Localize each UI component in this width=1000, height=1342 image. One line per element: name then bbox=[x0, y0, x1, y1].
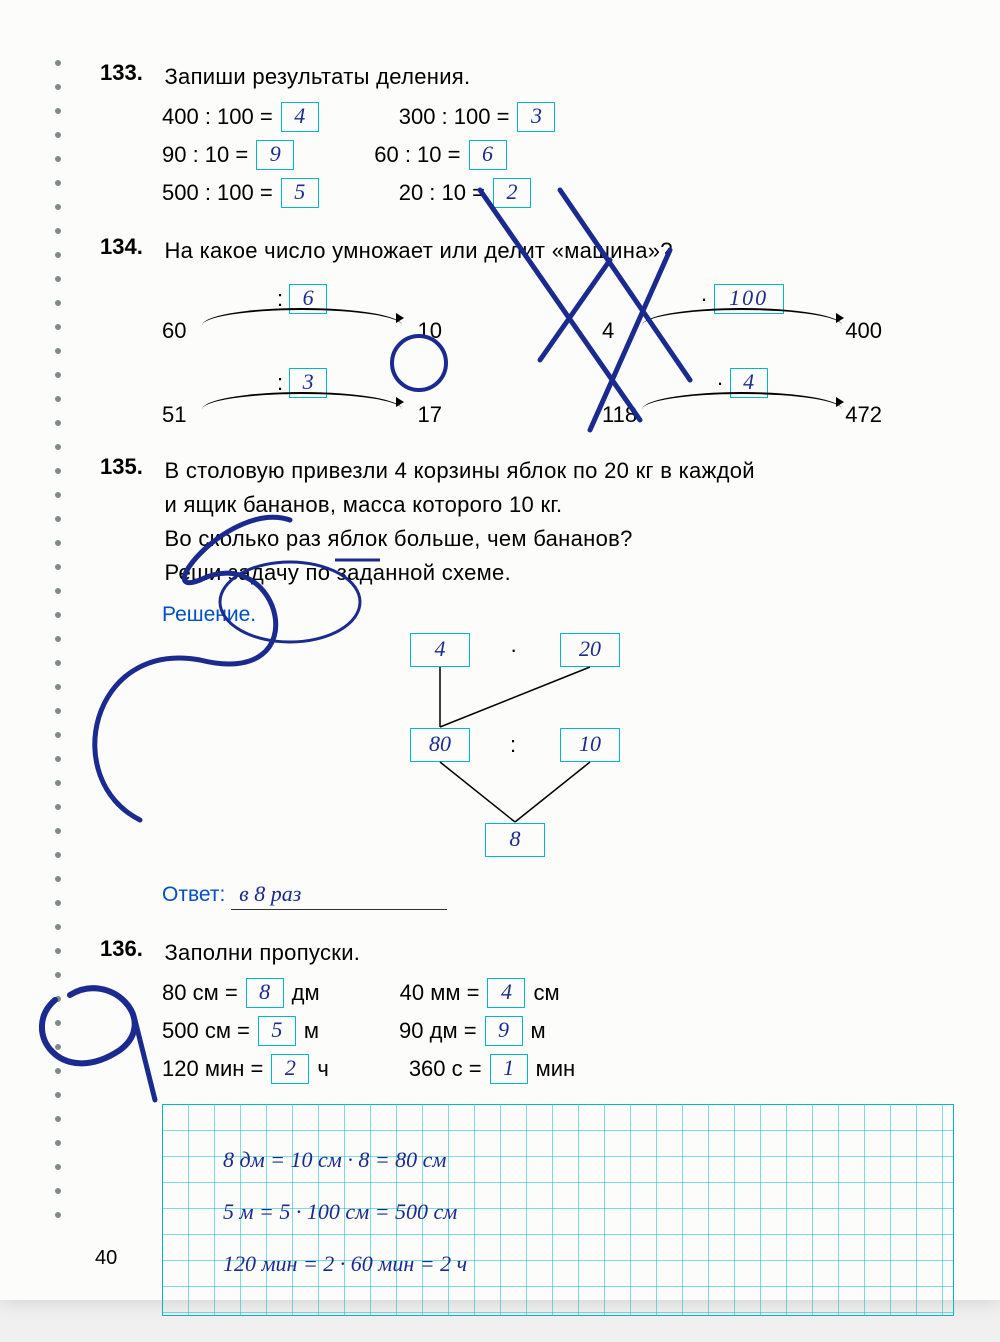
answer-text: в 8 раз bbox=[231, 881, 447, 910]
problem-title: На какое число умножает или делит «машин… bbox=[164, 234, 672, 268]
answer-box: 5 bbox=[258, 1016, 296, 1046]
working-line: 5 м = 5 · 100 см = 500 см bbox=[223, 1199, 457, 1225]
answer-box: 6 bbox=[469, 140, 507, 170]
solution-scheme: 4 · 20 80 : 10 8 bbox=[340, 633, 740, 863]
problem-text: В столовую привезли 4 корзины яблок по 2… bbox=[164, 454, 944, 590]
answer-box: 4 bbox=[281, 102, 319, 132]
machine-diagram: : 6 60 10 bbox=[162, 284, 442, 344]
arrow-arc bbox=[642, 308, 842, 336]
answer-box: 9 bbox=[485, 1016, 523, 1046]
scheme-lines bbox=[340, 633, 740, 863]
solution-label: Решение. bbox=[162, 603, 960, 627]
page-number: 40 bbox=[95, 1247, 117, 1270]
working-grid: 8 дм = 10 см · 8 = 80 см 5 м = 5 · 100 с… bbox=[162, 1104, 954, 1316]
problem-133: 133. Запиши результаты деления. 400 : 10… bbox=[100, 60, 960, 208]
machine-diagram: · 4 118 472 bbox=[602, 368, 882, 428]
answer-box: 9 bbox=[256, 140, 294, 170]
answer-label: Ответ: bbox=[162, 883, 225, 906]
arrow-arc bbox=[642, 392, 842, 420]
answer-box: 1 bbox=[490, 1054, 528, 1084]
problem-number: 133. bbox=[100, 60, 160, 86]
working-line: 8 дм = 10 см · 8 = 80 см bbox=[223, 1147, 446, 1173]
problem-title: Заполни пропуски. bbox=[164, 936, 360, 970]
answer-box: 2 bbox=[493, 178, 531, 208]
problem-134: 134. На какое число умножает или делит «… bbox=[100, 234, 960, 428]
arrow-arc bbox=[202, 392, 402, 420]
problem-number: 134. bbox=[100, 234, 160, 260]
equation: 400 : 100 = 4 bbox=[162, 102, 319, 132]
answer-box: 2 bbox=[271, 1054, 309, 1084]
answer-row: Ответ: в 8 раз bbox=[162, 881, 960, 910]
problem-number: 135. bbox=[100, 454, 160, 480]
working-line: 120 мин = 2 · 60 мин = 2 ч bbox=[223, 1251, 467, 1277]
workbook-page: 133. Запиши результаты деления. 400 : 10… bbox=[0, 0, 1000, 1300]
equation: 300 : 100 = 3 bbox=[399, 102, 556, 132]
problem-number: 136. bbox=[100, 936, 160, 962]
problem-136: 136. Заполни пропуски. 80 см = 8 дм 40 м… bbox=[100, 936, 960, 1316]
binding-dots bbox=[55, 60, 63, 1240]
problem-title: Запиши результаты деления. bbox=[164, 60, 470, 94]
answer-box: 8 bbox=[246, 978, 284, 1008]
answer-box: 3 bbox=[517, 102, 555, 132]
arrow-arc bbox=[202, 308, 402, 336]
machine-diagram: · 100 4 400 bbox=[602, 284, 882, 344]
problem-135: 135. В столовую привезли 4 корзины яблок… bbox=[100, 454, 960, 909]
pen-circle-scribble bbox=[390, 334, 448, 392]
answer-box: 4 bbox=[487, 978, 525, 1008]
answer-box: 5 bbox=[281, 178, 319, 208]
